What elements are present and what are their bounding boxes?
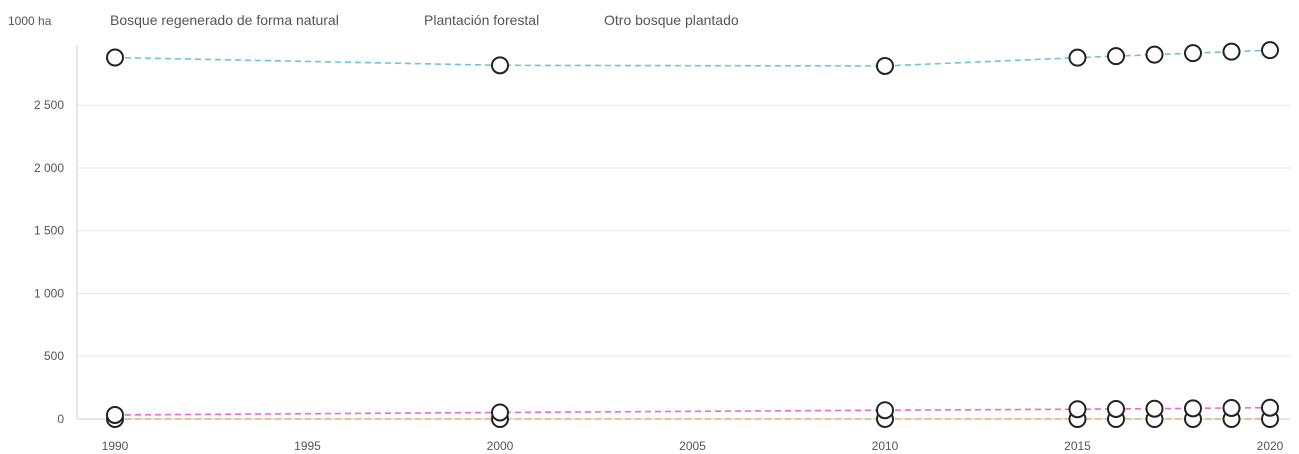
data-point-series-1[interactable]	[1107, 399, 1125, 418]
data-point-series-0[interactable]	[876, 56, 894, 75]
data-point-series-0[interactable]	[1068, 48, 1087, 67]
y-tick-label: 0	[57, 412, 64, 426]
data-point-series-1[interactable]	[106, 405, 124, 424]
data-point-series-0[interactable]	[1145, 45, 1164, 64]
x-tick-label: 2000	[487, 439, 514, 453]
data-point-series-1[interactable]	[1222, 398, 1241, 417]
data-point-series-1[interactable]	[1068, 400, 1087, 419]
y-tick-label: 2 000	[34, 161, 64, 175]
x-tick-label: 2010	[872, 439, 899, 453]
data-point-series-1[interactable]	[876, 401, 894, 420]
axis-layer: 0 500 1 000 1 500 2 000 2 500 1990 1995 2000 2005…	[34, 45, 1290, 453]
legend: 1000 ha Bosque regenerado de forma natur…	[8, 12, 739, 28]
y-tick-label: 1 500	[34, 224, 64, 238]
series-line-1	[114, 406, 1271, 416]
legend-item-other-planted[interactable]: Otro bosque plantado	[604, 12, 739, 28]
grid-layer	[77, 104, 1290, 420]
data-point-series-0[interactable]	[106, 48, 124, 67]
marker-layer	[106, 41, 1279, 428]
x-tick-label: 2015	[1064, 439, 1091, 453]
data-point-series-1[interactable]	[1261, 398, 1279, 417]
data-point-series-1[interactable]	[491, 403, 509, 422]
x-tick-label: 1995	[294, 439, 321, 453]
x-tick-label: 1990	[102, 439, 129, 453]
unit-label: 1000 ha	[8, 14, 52, 28]
y-tick-label: 1 000	[34, 286, 64, 300]
data-point-series-0[interactable]	[1107, 47, 1125, 66]
data-point-series-1[interactable]	[1145, 399, 1164, 418]
y-tick-label: 2 500	[34, 98, 64, 112]
data-point-series-0[interactable]	[491, 56, 509, 75]
y-tick-label: 500	[44, 349, 64, 363]
series-line-0	[114, 49, 1271, 67]
data-point-series-0[interactable]	[1222, 42, 1241, 61]
x-tick-label: 2020	[1257, 439, 1284, 453]
legend-item-plantation[interactable]: Plantación forestal	[424, 12, 539, 28]
x-tick-label: 2005	[679, 439, 706, 453]
data-point-series-1[interactable]	[1184, 399, 1202, 418]
data-point-series-0[interactable]	[1184, 44, 1202, 63]
legend-item-natural-regen[interactable]: Bosque regenerado de forma natural	[110, 12, 339, 28]
data-point-series-0[interactable]	[1261, 41, 1279, 60]
